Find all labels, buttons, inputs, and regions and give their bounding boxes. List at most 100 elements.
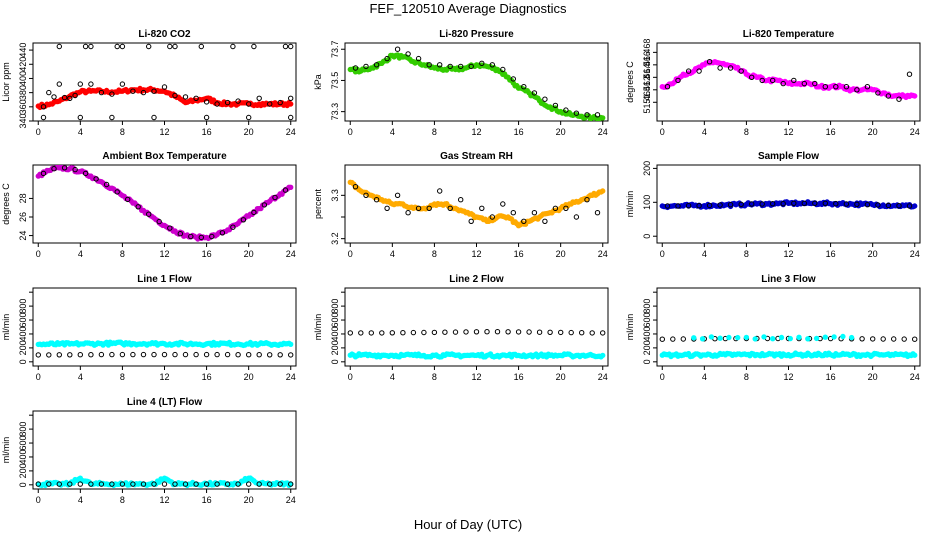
x-tick-label: 20 (556, 127, 566, 137)
data-point (691, 335, 697, 341)
data-point (125, 196, 131, 203)
data-point (246, 352, 252, 358)
y-tick-label: 600 (642, 313, 652, 328)
data-point (664, 203, 671, 209)
data-point (288, 43, 294, 50)
y-axis-label: ml/min (625, 191, 635, 218)
data-point (600, 188, 606, 194)
data-point (130, 88, 136, 94)
data-point (552, 205, 559, 212)
y-tick-label: 0 (18, 359, 28, 364)
data-point (103, 181, 110, 188)
data-point (415, 55, 422, 62)
data-point (93, 176, 99, 182)
data-point (35, 481, 41, 487)
data-point (161, 481, 168, 487)
data-point (246, 481, 252, 487)
x-tick-label: 16 (826, 127, 836, 137)
data-point-interp (752, 336, 758, 342)
data-point (272, 194, 278, 201)
data-point (267, 352, 273, 358)
data-point (193, 351, 199, 358)
data-point (505, 329, 511, 335)
points (659, 333, 918, 360)
y-axis-label: percent (313, 188, 323, 219)
points (659, 199, 918, 211)
data-point (151, 88, 157, 94)
data-point-interp (805, 336, 811, 342)
data-point-interp (770, 336, 776, 342)
y-axis-label: degrees C (625, 61, 635, 103)
data-point (458, 197, 464, 203)
data-point (240, 217, 247, 223)
data-point (415, 205, 422, 212)
data-point (912, 203, 918, 209)
x-tick-label: 0 (36, 249, 41, 259)
y-tick-label: 400 (330, 326, 340, 341)
data-point (484, 329, 490, 335)
data-point-interp (778, 334, 785, 341)
data-point (394, 192, 401, 199)
data-point (680, 336, 686, 342)
data-point (40, 114, 47, 121)
data-point (77, 81, 84, 87)
data-point (812, 80, 818, 87)
data-point (235, 98, 241, 104)
data-point (214, 101, 220, 107)
x-tick-label: 16 (202, 372, 212, 382)
data-point (521, 84, 527, 90)
data-point (182, 481, 189, 487)
x-tick-label: 8 (120, 127, 125, 137)
data-point (843, 201, 850, 207)
data-point (288, 101, 294, 107)
data-point (151, 114, 157, 121)
y-tick-label: 73.3 (330, 103, 340, 121)
data-point (77, 481, 84, 487)
data-point (98, 89, 105, 96)
data-point (891, 336, 897, 342)
data-point (405, 51, 411, 57)
data-point (209, 233, 215, 240)
x-tick-label: 4 (702, 249, 707, 259)
data-point (182, 351, 189, 358)
y-tick-label: 400 (642, 326, 652, 341)
x-tick-label: 0 (660, 249, 665, 259)
data-point (801, 200, 807, 207)
y-tick-label: 0 (642, 359, 652, 364)
data-point (109, 481, 115, 487)
data-point (288, 341, 294, 347)
data-point (167, 225, 173, 231)
data-point (288, 481, 294, 487)
data-point (347, 330, 353, 336)
data-point (791, 200, 797, 207)
data-point (98, 351, 105, 358)
data-point (426, 205, 432, 212)
data-point (447, 205, 453, 212)
data-point (458, 63, 464, 70)
panel-title: Li-820 CO2 (138, 29, 191, 40)
panel-title: Line 1 Flow (137, 274, 192, 285)
x-tick-label: 4 (78, 372, 83, 382)
x-tick-label: 8 (120, 372, 125, 382)
x-tick-label: 16 (202, 495, 212, 505)
data-point (172, 43, 178, 50)
x-tick-label: 0 (348, 127, 353, 137)
data-point (696, 68, 702, 74)
data-point-interp (735, 334, 741, 341)
data-point-interp (822, 334, 828, 340)
panel-3: Li-820 Temperature degrees C 0 4 8 12 16 20 24 51… (625, 29, 921, 137)
y-tick-label: 600 (18, 436, 28, 451)
x-tick-label: 8 (120, 495, 125, 505)
x-tick-label: 24 (286, 249, 296, 259)
data-point (906, 71, 913, 77)
data-point (130, 351, 136, 358)
y-tick-label: 340 (18, 113, 28, 128)
x-tick-label: 0 (36, 495, 41, 505)
data-point (500, 66, 506, 73)
x-tick-label: 8 (744, 127, 749, 137)
data-point (288, 352, 294, 358)
data-point (468, 63, 474, 70)
data-point (161, 84, 168, 90)
data-point (214, 481, 220, 487)
data-point (109, 351, 115, 358)
